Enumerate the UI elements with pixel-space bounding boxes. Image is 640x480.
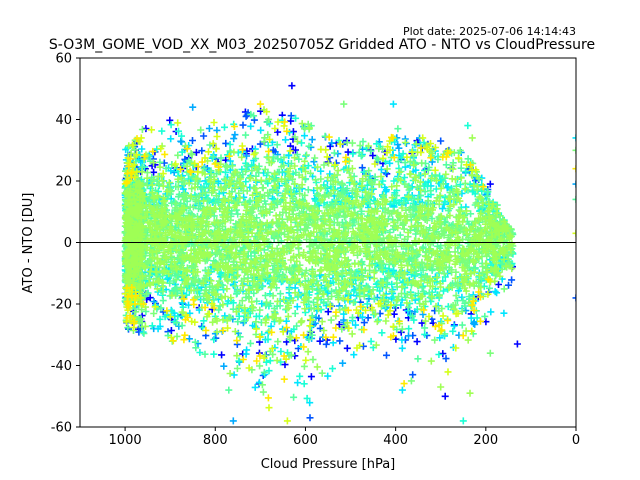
y-tick-label: -40	[51, 359, 72, 374]
chart-title: S-O3M_GOME_VOD_XX_M03_20250705Z Gridded …	[49, 37, 595, 53]
data-point-series	[121, 108, 576, 425]
x-axis-label: Cloud Pressure [hPa]	[261, 457, 396, 472]
y-tick-label: 60	[55, 52, 72, 67]
x-tick-label: 400	[383, 433, 408, 448]
x-tick-label: 0	[572, 433, 580, 448]
y-tick-label: 0	[64, 236, 72, 251]
data-points	[121, 82, 576, 425]
x-tick-label: 1000	[109, 433, 142, 448]
y-tick-label: -60	[51, 421, 72, 436]
y-tick-label: 40	[55, 113, 72, 128]
y-axis: 60 40 20 0 -20 -40 -60	[51, 52, 80, 436]
x-tick-label: 800	[203, 433, 228, 448]
y-axis-label: ATO - NTO [DU]	[21, 193, 36, 294]
plot-date: Plot date: 2025-07-06 14:14:43	[403, 25, 576, 38]
y-tick-label: -20	[51, 298, 72, 313]
y-tick-label: 20	[55, 175, 72, 190]
data-point-series	[121, 106, 516, 397]
x-axis: 1000 800 600 400 200 0	[109, 427, 580, 448]
x-tick-label: 200	[473, 433, 498, 448]
x-tick-label: 600	[293, 433, 318, 448]
data-point-series	[123, 100, 576, 402]
